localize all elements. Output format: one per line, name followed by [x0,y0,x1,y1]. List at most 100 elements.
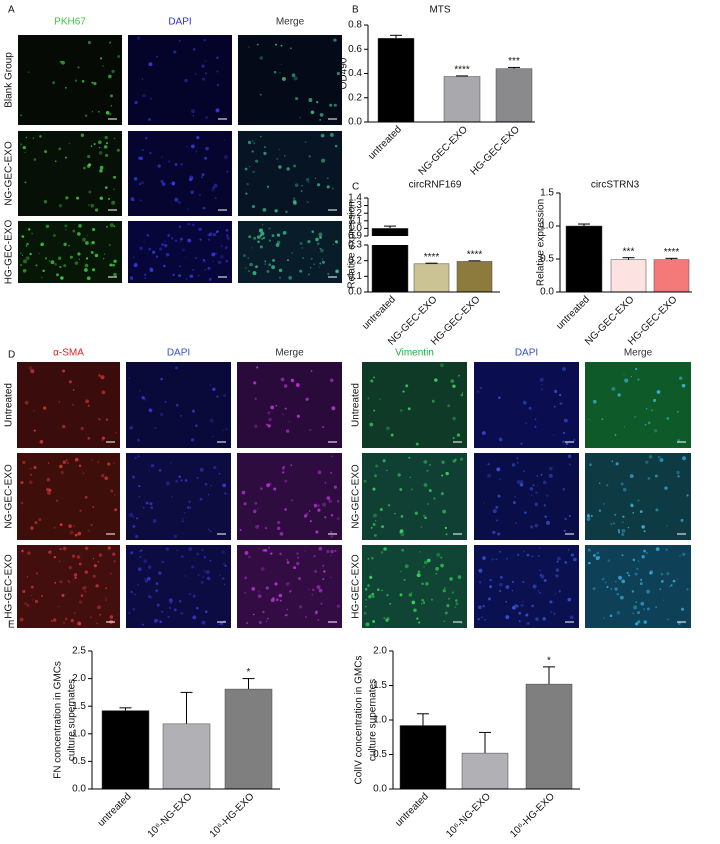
cell-signal [326,177,329,179]
cell-signal [38,252,40,255]
cell-signal [257,594,262,599]
cell-signal [333,103,337,107]
cell-signal [50,260,55,265]
cell-signal [556,560,559,563]
cell-signal [205,72,207,75]
cell-signal [280,377,285,382]
cell-signal [158,469,162,472]
cell-signal [279,72,281,74]
cell-signal [174,163,178,166]
cell-signal [152,519,157,523]
cell-signal [84,495,88,499]
cell-signal [187,222,190,226]
cell-signal [492,509,497,514]
cell-signal [630,375,632,378]
cell-signal [540,474,543,476]
cell-signal [428,489,432,492]
cell-signal [620,482,624,486]
cell-signal [295,97,299,101]
cell-signal [149,151,152,155]
cell-signal [131,475,136,479]
chart-title: circRNF169 [409,180,462,191]
cell-signal [369,576,372,580]
cell-signal [223,138,226,141]
cell-signal [481,431,486,435]
cell-signal [278,276,282,279]
cell-signal [47,491,51,495]
cell-signal [245,192,248,195]
cell-signal [212,186,216,190]
cell-signal [58,204,63,208]
panel-label: C [352,182,359,193]
cell-signal [97,560,100,563]
cell-signal [29,467,32,470]
cell-signal [264,260,267,263]
cell-signal [487,597,491,601]
cell-signal [138,496,141,498]
cell-signal [184,575,187,577]
cell-signal [614,513,617,516]
cell-signal [610,588,613,590]
cell-signal [523,470,525,472]
cell-signal [262,224,264,226]
y-tick-label: 0.5 [72,756,86,767]
cell-signal [292,197,296,200]
cell-signal [84,586,87,589]
cell-signal [305,397,309,401]
cell-signal [380,551,384,554]
cell-signal [194,73,197,75]
cell-signal [252,140,254,142]
cell-signal [318,588,323,593]
cell-signal [31,599,34,601]
cell-signal [226,170,229,173]
cell-signal [186,506,190,509]
cell-signal [201,173,205,177]
cell-signal [58,147,62,151]
cell-signal [264,548,268,552]
cell-signal [587,548,591,552]
cell-signal [319,119,321,121]
cell-signal [149,502,153,506]
cell-signal [132,256,135,259]
cell-signal [92,558,95,560]
cell-signal [301,247,304,249]
cell-signal [209,559,212,562]
cell-signal [316,585,321,590]
cell-signal [52,81,56,85]
cell-signal [159,247,163,251]
cell-signal [196,607,199,610]
cell-signal [330,534,334,538]
cell-signal [285,429,290,433]
cell-signal [105,142,109,145]
cell-signal [212,260,215,263]
cell-signal [40,242,45,247]
cell-signal [88,163,92,167]
column-header: DAPI [168,17,191,28]
cell-signal [215,230,219,234]
cell-signal [165,253,170,257]
cell-signal [620,595,624,600]
cell-signal [621,579,626,584]
cell-signal [549,600,553,604]
cell-signal [35,572,39,575]
cell-signal [499,575,503,579]
cell-signal [567,597,572,602]
cell-signal [204,269,206,271]
cell-signal [79,509,82,512]
cell-signal [181,520,184,523]
cell-signal [251,586,256,591]
cell-signal [177,200,181,205]
cell-signal [59,547,62,551]
cell-signal [615,462,619,466]
cell-signal [299,242,303,246]
cell-signal [45,224,50,229]
cell-signal [407,407,411,411]
cell-signal [266,620,268,623]
cell-signal [653,398,657,402]
row-label: Untreated [4,383,15,427]
cell-signal [444,611,448,615]
cell-signal [30,369,35,374]
y-tick-label: 1.5 [373,680,387,691]
cell-signal [130,551,134,555]
cell-signal [656,390,661,394]
